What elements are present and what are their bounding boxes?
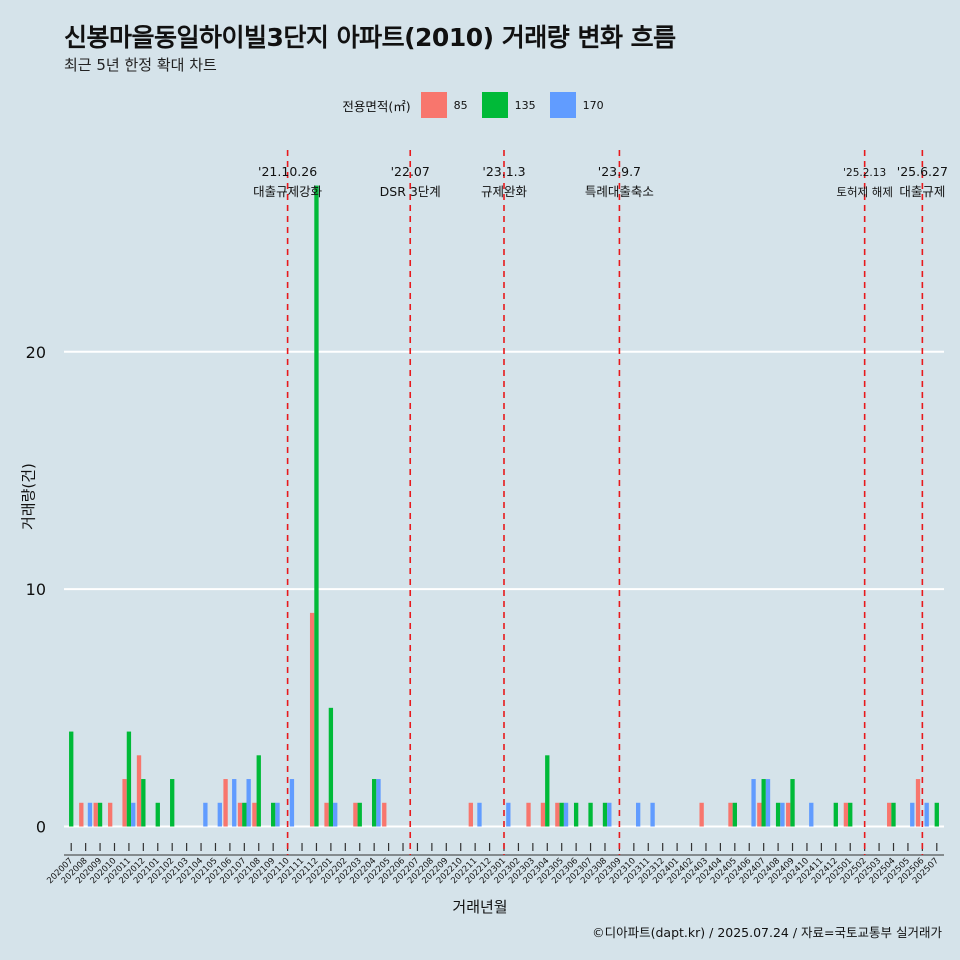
- bar-135-202204: [372, 779, 377, 827]
- legend-label-85: 85: [453, 98, 468, 112]
- legend: 전용면적(㎡) 85 135 170: [0, 92, 960, 118]
- bar-85-202107: [237, 802, 243, 827]
- bar-85-202012: [136, 755, 142, 827]
- bar-85-202205: [382, 802, 387, 827]
- event-date: '23.9.7: [598, 164, 641, 179]
- event-label: 특례대출축소: [585, 184, 654, 199]
- bar-170-202308: [607, 802, 612, 827]
- bar-170-202011: [131, 802, 136, 827]
- bar-170-202406: [751, 779, 756, 827]
- bar-135-202012: [141, 779, 146, 827]
- event-label: 대출규제: [899, 184, 945, 199]
- legend-label-135: 135: [514, 98, 536, 112]
- bar-85-202106: [223, 779, 228, 827]
- y-tick-label: 0: [36, 818, 46, 837]
- event-date: '25.6.27: [897, 164, 948, 179]
- bar-170-202505: [910, 802, 915, 827]
- bar-170-202506: [924, 802, 929, 827]
- bar-85-202008: [79, 802, 84, 827]
- bar-170-202201: [333, 802, 338, 827]
- event-date: '22.07: [391, 164, 430, 179]
- bar-85-202201: [324, 802, 329, 827]
- bar-85-202304: [540, 802, 546, 827]
- event-label: 대출규제강화: [253, 184, 323, 199]
- bar-135-202102: [170, 779, 175, 827]
- bar-135-202112: [314, 185, 319, 827]
- legend-key-170: [549, 92, 576, 118]
- bar-170-202106: [232, 779, 237, 827]
- bar-85-202407: [757, 802, 762, 827]
- bar-170-202110: [289, 779, 295, 827]
- bar-135-202507: [934, 802, 939, 827]
- x-axis-label: 거래년월: [452, 898, 508, 916]
- bar-135-202412: [833, 802, 838, 827]
- bar-135-202203: [357, 802, 362, 827]
- bar-135-202501: [848, 802, 853, 827]
- bar-85-202211: [468, 802, 473, 827]
- bar-85-202501: [843, 802, 849, 827]
- bar-170-202204: [376, 779, 381, 827]
- bar-135-202007: [69, 731, 74, 827]
- bar-170-202410: [809, 802, 814, 827]
- legend-key-85: [420, 92, 447, 118]
- bar-85-202305: [555, 802, 560, 827]
- bar-170-202104: [203, 802, 208, 827]
- bar-135-202107: [242, 802, 247, 827]
- bar-135-202306: [573, 802, 579, 827]
- bar-170-202301: [506, 802, 511, 827]
- event-date: '23.1.3: [482, 164, 525, 179]
- event-date: '21.10.26: [258, 164, 317, 179]
- bar-170-202311: [650, 802, 655, 827]
- bar-85-202504: [887, 802, 892, 827]
- bar-170-202408: [780, 802, 785, 827]
- bar-135-202305: [559, 802, 564, 827]
- bar-135-202009: [97, 802, 103, 827]
- bar-135-202408: [775, 802, 781, 827]
- legend-title: 전용면적(㎡): [342, 98, 411, 114]
- event-label: DSR 3단계: [380, 184, 441, 199]
- bar-135-202108: [256, 755, 261, 827]
- bar-135-202504: [891, 802, 896, 827]
- bar-170-202105: [217, 802, 222, 827]
- bar-135-202307: [588, 802, 593, 827]
- bar-85-202112: [309, 612, 315, 827]
- bar-170-202109: [275, 802, 280, 827]
- bar-85-202403: [699, 802, 704, 827]
- bar-135-202109: [271, 802, 276, 827]
- y-tick-label: 10: [26, 580, 46, 599]
- bar-85-202405: [728, 802, 733, 827]
- bar-85-202108: [252, 802, 257, 827]
- bar-170-202407: [765, 779, 771, 827]
- event-label: 토허제 해제: [836, 185, 893, 199]
- bar-85-202011: [122, 779, 127, 827]
- legend-key-135: [481, 92, 508, 118]
- bar-85-202203: [353, 802, 358, 827]
- bar-135-202304: [545, 755, 550, 827]
- bar-135-202407: [761, 779, 766, 827]
- bar-85-202009: [93, 802, 98, 827]
- event-date: '25.2.13: [843, 167, 886, 179]
- bar-170-202310: [636, 802, 641, 827]
- bar-135-202409: [790, 779, 795, 827]
- chart-subtitle: 최근 5년 한정 확대 차트: [64, 56, 217, 74]
- bar-135-202308: [602, 802, 608, 827]
- bar-170-202107: [246, 779, 251, 827]
- bar-85-202303: [526, 802, 531, 827]
- bar-170-202305: [563, 802, 569, 827]
- bar-85-202409: [786, 802, 791, 827]
- y-tick-label: 20: [26, 343, 46, 362]
- bar-170-202211: [477, 802, 482, 827]
- event-label: 규제완화: [481, 184, 528, 199]
- chart-title: 신봉마을동일하이빌3단지 아파트(2010) 거래량 변화 흐름: [64, 23, 676, 52]
- bar-85-202010: [108, 802, 113, 827]
- bar-135-202011: [126, 731, 132, 827]
- bar-170-202008: [87, 802, 93, 827]
- bar-135-202405: [732, 802, 737, 827]
- bar-135-202101: [155, 802, 160, 827]
- bar-135-202201: [328, 707, 334, 827]
- bar-85-202506: [915, 779, 921, 827]
- legend-label-170: 170: [582, 98, 604, 112]
- source-caption: ©디아파트(dapt.kr) / 2025.07.24 / 자료=국토교통부 실…: [592, 925, 942, 940]
